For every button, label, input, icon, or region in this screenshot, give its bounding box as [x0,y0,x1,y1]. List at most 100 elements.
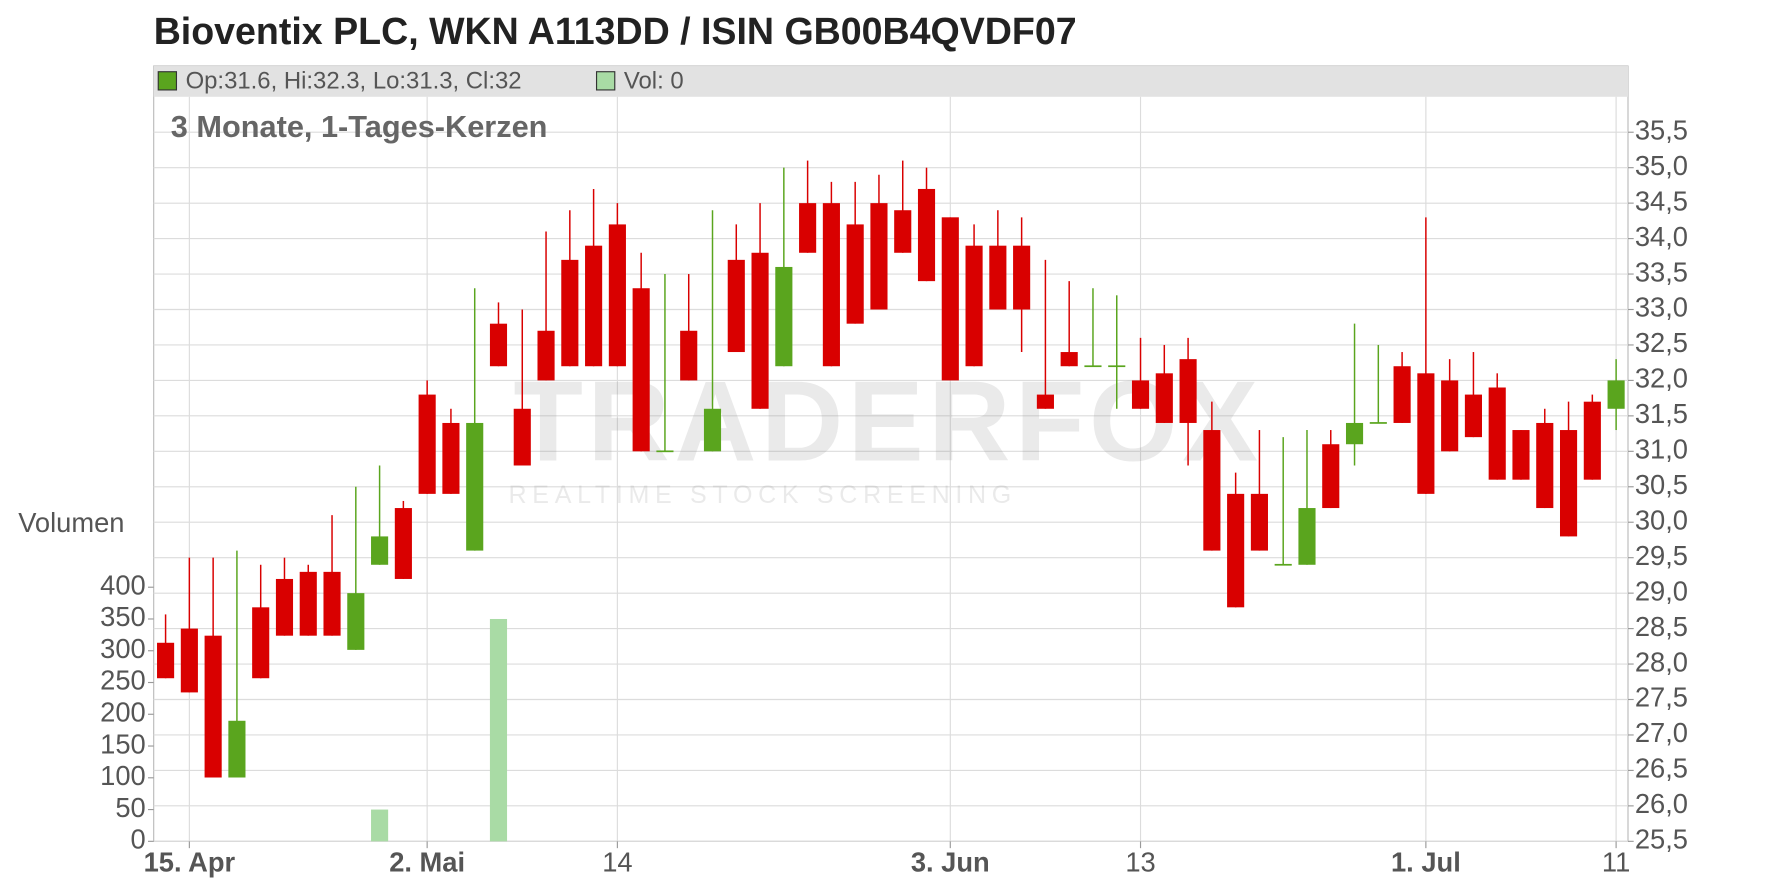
candle-body [1393,366,1411,423]
candle-body [252,607,270,679]
candle-body [1322,444,1340,509]
candle-body [1084,365,1102,368]
candle-body [751,252,769,409]
watermark-tagline: REALTIME STOCK SCREENING [509,481,1017,509]
y-tick-label: 31,5 [1635,398,1688,429]
candle-body [1441,380,1459,452]
candle-body [941,217,959,381]
y-tick-label: 29,5 [1635,540,1688,571]
candle-body [585,245,603,367]
y-tick-label: 28,5 [1635,611,1688,642]
candle-body [371,536,389,565]
candle-body [299,571,317,636]
y-tick-label: 29,0 [1635,575,1688,606]
grid [153,96,1628,842]
legend-band [153,66,1629,97]
watermark-brand: TRADERFOX [513,358,1262,485]
candle-body [1274,563,1292,566]
candle-body [1536,422,1554,509]
candle-body [1559,430,1578,537]
candle-body [1298,508,1316,565]
candle-body [1512,430,1530,480]
candle-body [680,330,698,381]
candle-body [1060,352,1078,367]
candle-body [1155,373,1173,423]
legend-volume: Vol: 0 [624,67,684,94]
candle-body [1250,493,1268,551]
y2-tick-label: 50 [115,792,145,823]
candle-body [822,203,840,367]
y2-tick-label: 250 [100,665,146,696]
candle-body [1036,394,1054,409]
candle-body [442,422,460,494]
y-tick-label: 31,0 [1635,434,1688,465]
x-tick-label: 14 [602,846,632,877]
y-tick-label: 33,0 [1635,292,1688,323]
candle-body [489,323,508,367]
candle-body [894,210,912,253]
legend-swatch-volume [595,71,616,91]
volume-bar [371,809,389,842]
candle-body [204,635,222,778]
candle-body [656,450,674,453]
candle-body [275,578,294,636]
candle-body [513,408,531,466]
candle-body [727,259,745,353]
x-tick-label: 15. Apr [144,846,236,877]
candle-body [917,188,936,282]
x-tick-label: 13 [1125,846,1155,877]
candle-body [1203,430,1221,551]
legend-ohlc: Op:31.6, Hi:32.3, Lo:31.3, Cl:32 [186,67,522,94]
chart-title: Bioventix PLC, WKN A113DD / ISIN GB00B4Q… [154,10,1077,52]
y-tick-label: 27,0 [1635,717,1688,748]
candle-body [1345,422,1364,445]
candle-body [1179,359,1197,423]
candle-body [870,203,888,310]
candle-body [1369,422,1387,424]
x-tick-label: 3. Jun [911,846,990,877]
candle-body [347,593,365,650]
candle-body [1131,380,1150,409]
candle-body [466,422,484,551]
y-tick-label: 35,0 [1635,150,1688,181]
candle-body [632,288,650,452]
candle-body [703,408,722,452]
y-tick-label: 35,5 [1635,114,1688,145]
candle-body [1417,373,1435,494]
y-tick-label: 25,5 [1635,824,1688,855]
legend-swatch-ohlc [157,71,178,91]
x-tick-label: 11 [1602,846,1630,877]
candle-body [157,642,175,679]
candle-body [799,203,817,253]
y-tick-label: 34,0 [1635,221,1688,252]
plot-frame [153,65,1629,842]
y-tick-label: 26,5 [1635,753,1688,784]
y-tick-label: 32,0 [1635,363,1688,394]
candle-body [775,266,793,367]
candle-body [561,259,579,367]
candle-body [228,720,246,778]
candle-body [1607,380,1625,409]
candle-body [537,330,555,381]
y-tick-label: 32,5 [1635,327,1688,358]
candle-body [1108,365,1126,368]
candle-body [1464,394,1482,438]
y2-tick-label: 400 [100,569,146,600]
y-tick-label: 30,0 [1635,504,1688,535]
y-tick-label: 34,5 [1635,185,1688,216]
y2-tick-label: 150 [100,728,146,759]
candle-body [608,224,626,367]
y-tick-label: 27,5 [1635,682,1688,713]
marks [157,160,1625,842]
y2-tick-label: 300 [100,633,146,664]
y2-tick-label: 350 [100,601,146,632]
volume-bar [489,618,508,842]
candle-body [1227,493,1245,608]
y-tick-label: 30,5 [1635,469,1688,500]
chart-subtitle: 3 Monate, 1-Tages-Kerzen [171,109,548,144]
candle-body [965,245,983,367]
candle-body [180,628,198,693]
y-tick-label: 33,5 [1635,256,1688,287]
